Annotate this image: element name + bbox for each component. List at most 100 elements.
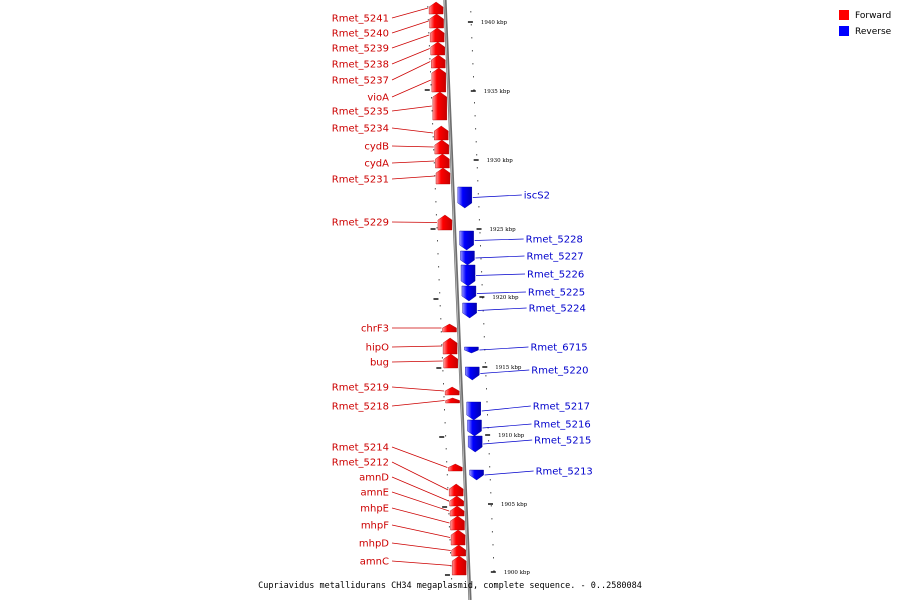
forward-gene-leader [391,127,434,134]
forward-gene-leader [391,221,437,223]
forward-gene-leader [391,48,430,65]
reverse-gene-leader [480,369,530,374]
forward-gene-leader [391,345,443,348]
forward-gene-leader [391,360,443,363]
forward-gene-mhpF [450,529,466,546]
forward-gene-leader [391,7,429,19]
map-caption: Cupriavidus metallidurans CH34 megaplasm… [258,581,642,591]
tick-label: 1925 kbp [490,227,517,233]
forward-gene-amnD [449,495,464,507]
reverse-gene-Rmet_5226 [460,264,476,287]
reverse-gene-leader [476,291,526,294]
forward-gene-cydB [434,139,450,155]
forward-gene-label: Rmet_5212 [332,458,389,469]
forward-gene-amnC [451,555,467,576]
tick-label: 1935 kbp [484,89,511,95]
forward-gene-Rmet_5237 [431,54,446,69]
forward-gene-leader [391,20,429,34]
legend-forward-swatch [839,10,849,20]
reverse-gene-leader [484,470,534,476]
backbone-line [443,0,472,600]
reverse-gene-Rmet_5215 [467,435,483,453]
forward-gene-label: Rmet_5214 [332,443,389,454]
reverse-gene-leader [479,346,529,351]
forward-gene-leader [391,175,436,180]
reverse-gene-Rmet_5217 [466,401,481,421]
reverse-gene-label: Rmet_5225 [528,288,585,299]
forward-gene-label: hipO [366,343,389,354]
forward-gene-Rmet_5241 [428,1,444,15]
forward-gene-mhpE [450,515,465,531]
forward-genes: Rmet_5241 Rmet_5240 Rmet_5239 Rmet_5238 Rmet… [332,1,467,576]
reverse-gene-Rmet_5227 [460,250,475,266]
backbone [443,0,472,600]
forward-gene-label: Rmet_5241 [332,14,389,25]
reverse-gene-Rmet_5213 [469,469,484,481]
forward-gene-leader [391,61,431,81]
forward-gene-leader [391,79,431,98]
forward-gene-label: cydA [364,159,389,170]
reverse-gene-label: Rmet_5217 [533,402,590,413]
legend-reverse-label: Reverse [855,27,892,37]
forward-gene-leader [391,476,449,502]
reverse-gene-Rmet_6715 [464,346,479,354]
reverse-gene-leader [482,423,532,429]
forward-gene-Rmet_5214 [448,463,463,472]
forward-gene-leader [391,524,451,538]
forward-gene-label: chrF3 [361,324,389,335]
forward-gene-cydA [435,153,450,169]
forward-gene-label: bug [370,358,389,369]
forward-gene-label: mhpD [359,539,389,550]
forward-gene-leader [391,386,445,392]
forward-gene-leader [391,461,449,491]
reverse-gene-label: Rmet_6715 [530,343,587,354]
forward-gene-label: mhpE [360,504,389,515]
forward-gene-label: Rmet_5235 [332,107,389,118]
reverse-gene-label: Rmet_5224 [529,304,586,315]
reverse-genes: iscS2 Rmet_5228 Rmet_5227 Rmet_5226 Rmet_522… [457,186,593,481]
reverse-gene-Rmet_5228 [459,230,474,251]
forward-gene-Rmet_5218 [445,397,460,404]
reverse-gene-label: Rmet_5215 [534,436,591,447]
tick-label: 1910 kbp [498,433,525,439]
forward-gene-Rmet_5231 [435,167,451,185]
forward-gene-label: Rmet_5234 [332,124,389,135]
reverse-gene-leader [483,439,533,445]
reverse-gene-Rmet_5216 [467,419,482,437]
forward-gene-leader [391,446,448,468]
reverse-gene-iscS2 [457,186,472,209]
legend-reverse-swatch [839,26,849,36]
forward-gene-leader [391,145,434,148]
tick-label: 1915 kbp [495,365,522,371]
forward-gene-mhpD [451,544,466,557]
tick-label: 1930 kbp [487,158,514,164]
tick-marks: 1940 kbp 1935 kbp 1930 kbp 1925 kbp 1920 kbp… [424,20,531,576]
forward-gene-bug [443,353,458,369]
reverse-gene-leader [481,405,531,412]
forward-gene-label: Rmet_5231 [332,175,389,186]
tick-label: 1900 kbp [504,570,531,576]
forward-gene-label: Rmet_5239 [332,44,389,55]
reverse-gene-label: Rmet_5220 [531,366,588,377]
forward-gene-Rmet_5238 [430,41,445,56]
forward-gene-leader [391,560,452,566]
tick-label: 1920 kbp [492,295,519,301]
forward-gene-label: Rmet_5238 [332,60,389,71]
reverse-gene-label: Rmet_5228 [526,235,583,246]
forward-gene-label: amnD [359,473,389,484]
reverse-gene-leader [476,273,526,276]
reverse-gene-label: iscS2 [524,191,550,202]
forward-gene-label: Rmet_5218 [332,402,389,413]
forward-gene-label: amnC [360,557,389,568]
forward-gene-hipO [442,337,458,355]
forward-gene-leader [391,160,435,164]
reverse-gene-leader [475,255,525,259]
forward-gene-leader [391,542,451,551]
reverse-gene-label: Rmet_5216 [534,420,591,431]
forward-gene-leader [391,34,430,49]
forward-gene-Rmet_5219 [444,386,460,396]
forward-gene-label: mhpF [361,521,389,532]
reverse-gene-label: Rmet_5213 [536,467,593,478]
forward-gene-Rmet_5212 [448,483,464,497]
